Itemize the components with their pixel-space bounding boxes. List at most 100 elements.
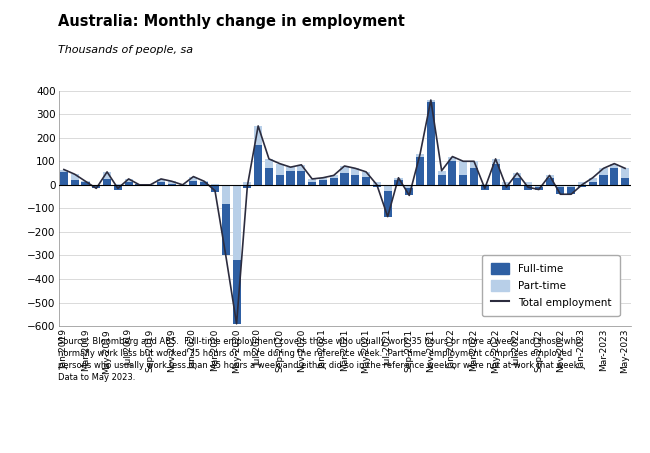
Bar bbox=[265, 169, 273, 185]
Bar bbox=[233, 185, 240, 260]
Bar bbox=[287, 167, 294, 171]
Bar bbox=[222, 185, 230, 204]
Bar bbox=[621, 178, 629, 185]
Bar bbox=[179, 183, 187, 185]
Bar bbox=[330, 178, 338, 185]
Bar bbox=[341, 166, 348, 173]
Bar bbox=[92, 186, 100, 188]
Bar bbox=[168, 181, 176, 183]
Legend: Full-time, Part-time, Total employment: Full-time, Part-time, Total employment bbox=[482, 255, 619, 316]
Bar bbox=[189, 181, 198, 185]
Bar bbox=[233, 260, 240, 324]
Bar bbox=[459, 175, 467, 185]
Bar bbox=[481, 185, 489, 189]
Bar bbox=[60, 172, 68, 185]
Bar bbox=[395, 178, 402, 180]
Total employment bbox=[621, 166, 629, 171]
Total employment bbox=[448, 154, 456, 159]
Bar bbox=[168, 183, 176, 185]
Bar bbox=[599, 175, 608, 185]
Bar bbox=[578, 185, 586, 187]
Bar bbox=[448, 161, 456, 185]
Bar bbox=[405, 188, 413, 195]
Bar bbox=[556, 185, 564, 187]
Bar bbox=[276, 164, 284, 175]
Bar bbox=[92, 185, 100, 186]
Bar bbox=[135, 183, 144, 185]
Bar bbox=[502, 183, 510, 185]
Bar bbox=[254, 145, 262, 185]
Bar bbox=[524, 183, 532, 185]
Bar bbox=[71, 174, 79, 180]
Bar bbox=[243, 183, 252, 185]
Bar bbox=[351, 169, 359, 175]
Bar bbox=[125, 179, 133, 183]
Total employment bbox=[406, 193, 413, 198]
Bar bbox=[621, 169, 629, 178]
Bar bbox=[589, 183, 597, 185]
Total employment bbox=[233, 321, 240, 327]
Bar bbox=[556, 187, 564, 194]
Bar bbox=[297, 165, 306, 171]
Bar bbox=[459, 161, 467, 175]
Bar bbox=[416, 157, 424, 185]
Bar bbox=[395, 180, 402, 185]
Bar bbox=[610, 164, 618, 169]
Bar bbox=[200, 181, 208, 183]
Bar bbox=[513, 173, 521, 178]
Bar bbox=[189, 177, 198, 181]
Line: Total employment: Total employment bbox=[64, 100, 625, 324]
Bar bbox=[276, 175, 284, 185]
Text: Source: Bloomberg and ABS.  Full-time employment covers those who usually work 3: Source: Bloomberg and ABS. Full-time emp… bbox=[58, 337, 582, 382]
Bar bbox=[427, 100, 435, 102]
Bar bbox=[308, 179, 316, 183]
Bar bbox=[567, 185, 575, 187]
Bar bbox=[384, 185, 392, 191]
Bar bbox=[157, 179, 165, 183]
Bar bbox=[524, 185, 532, 189]
Bar bbox=[416, 154, 424, 157]
Bar bbox=[319, 178, 327, 180]
Bar bbox=[287, 171, 294, 185]
Total employment bbox=[427, 97, 435, 103]
Total employment bbox=[395, 175, 402, 180]
Bar bbox=[243, 185, 252, 188]
Bar bbox=[211, 183, 219, 185]
Bar bbox=[71, 180, 79, 185]
Bar bbox=[319, 180, 327, 185]
Bar bbox=[491, 159, 500, 164]
Bar bbox=[437, 175, 446, 185]
Total employment bbox=[437, 168, 445, 173]
Bar bbox=[297, 171, 306, 185]
Bar bbox=[384, 191, 392, 217]
Bar bbox=[589, 178, 597, 183]
Bar bbox=[135, 185, 144, 186]
Text: Australia: Monthly change in employment: Australia: Monthly change in employment bbox=[58, 14, 406, 29]
Bar bbox=[103, 179, 111, 185]
Total employment bbox=[211, 188, 219, 193]
Bar bbox=[513, 178, 521, 185]
Total employment bbox=[60, 167, 68, 172]
Bar bbox=[481, 183, 489, 185]
Bar bbox=[330, 175, 338, 178]
Bar bbox=[405, 185, 413, 188]
Bar bbox=[351, 175, 359, 185]
Bar bbox=[427, 102, 435, 185]
Bar bbox=[114, 185, 122, 189]
Bar bbox=[362, 177, 370, 185]
Bar bbox=[265, 159, 273, 169]
Bar bbox=[125, 183, 133, 185]
Bar bbox=[254, 126, 262, 145]
Bar bbox=[114, 183, 122, 185]
Bar bbox=[200, 183, 208, 185]
Bar bbox=[157, 183, 165, 185]
Bar bbox=[81, 183, 90, 185]
Bar bbox=[599, 169, 608, 175]
Bar bbox=[448, 157, 456, 161]
Bar bbox=[60, 169, 68, 172]
Bar bbox=[491, 164, 500, 185]
Bar bbox=[567, 187, 575, 194]
Bar bbox=[179, 185, 187, 186]
Bar bbox=[81, 181, 90, 183]
Bar bbox=[535, 185, 543, 187]
